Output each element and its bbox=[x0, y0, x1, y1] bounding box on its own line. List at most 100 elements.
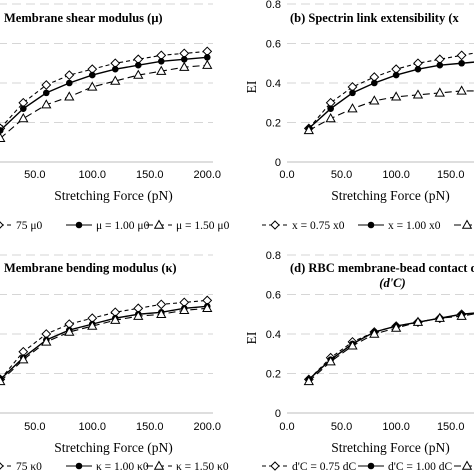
data-point-triangle bbox=[18, 113, 29, 123]
legend-label: κ = 1.00 κ0 bbox=[96, 461, 149, 473]
legend-label: d'C = 0.75 dC bbox=[292, 461, 356, 473]
x-tick-label: 50.0 bbox=[331, 169, 352, 181]
series-line bbox=[0, 50, 208, 129]
data-point-circle bbox=[371, 79, 378, 87]
x-tick-label: 150.0 bbox=[437, 421, 465, 433]
legend-marker bbox=[75, 462, 83, 470]
data-point-triangle bbox=[412, 316, 424, 326]
data-point-triangle bbox=[202, 59, 213, 69]
series-group bbox=[0, 295, 213, 386]
data-point-triangle bbox=[434, 87, 445, 97]
legend-marker bbox=[153, 219, 165, 229]
legend-marker bbox=[270, 461, 280, 471]
x-tick-label: 100.0 bbox=[382, 421, 410, 433]
data-point-triangle bbox=[110, 75, 121, 85]
data-point-circle bbox=[203, 54, 211, 61]
series-line bbox=[0, 64, 208, 139]
data-point-triangle bbox=[456, 85, 467, 95]
data-point-triangle bbox=[202, 302, 213, 313]
x-tick-label: 50.0 bbox=[331, 421, 352, 433]
data-point-triangle bbox=[133, 69, 144, 79]
y-tick-label: 0 bbox=[275, 157, 281, 169]
x-tick-label: 0.0 bbox=[279, 421, 294, 433]
x-tick-label: 100.0 bbox=[79, 421, 107, 433]
data-point-triangle bbox=[434, 312, 445, 322]
data-point-circle bbox=[180, 56, 188, 63]
data-point-triangle bbox=[41, 336, 52, 346]
chart-title: (d) RBC membrane-bead contact d bbox=[290, 261, 474, 275]
data-point-triangle bbox=[41, 99, 52, 109]
series-line bbox=[0, 299, 208, 380]
data-point-triangle bbox=[87, 81, 98, 91]
y-tick-label: 0.6 bbox=[266, 290, 281, 302]
data-point-circle bbox=[414, 65, 422, 73]
data-point-triangle bbox=[179, 61, 190, 71]
x-tick-label: 200.0 bbox=[193, 421, 221, 433]
legend-marker bbox=[0, 221, 4, 229]
chart-title: (b) Spectrin link extensibility (x bbox=[290, 11, 460, 25]
data-point-triangle bbox=[133, 310, 144, 320]
data-point-circle bbox=[88, 71, 96, 79]
data-point-triangle bbox=[64, 91, 75, 101]
x-tick-label: 200.0 bbox=[193, 169, 221, 181]
data-point-circle bbox=[134, 61, 142, 69]
data-point-triangle bbox=[156, 308, 167, 318]
x-tick-label: 100.0 bbox=[382, 169, 410, 181]
x-tick-label: 0.0 bbox=[279, 169, 294, 181]
legend-marker bbox=[0, 462, 4, 470]
data-point-diamond bbox=[456, 50, 467, 61]
x-tick-label: 50.0 bbox=[24, 169, 45, 181]
y-tick-label: 0.8 bbox=[266, 0, 281, 11]
y-axis-label: EI bbox=[244, 80, 259, 93]
data-point-triangle bbox=[390, 91, 402, 101]
data-point-circle bbox=[42, 89, 50, 97]
y-tick-label: 0.2 bbox=[266, 118, 281, 130]
data-point-triangle bbox=[347, 103, 358, 113]
data-point-circle bbox=[111, 65, 119, 73]
series-line bbox=[0, 305, 208, 380]
data-point-triangle bbox=[303, 124, 314, 135]
y-tick-label: 0.2 bbox=[266, 369, 281, 381]
legend-label: 75 μ0 bbox=[16, 220, 43, 232]
data-point-triangle bbox=[0, 375, 6, 386]
y-tick-label: 0.4 bbox=[266, 78, 281, 90]
x-tick-label: 50.0 bbox=[24, 421, 45, 433]
series-group bbox=[0, 46, 213, 142]
y-tick-label: 0.4 bbox=[266, 329, 281, 341]
x-tick-label: 150.0 bbox=[136, 421, 164, 433]
legend-marker bbox=[367, 462, 375, 470]
x-axis-label: Stretching Force (pN) bbox=[331, 188, 449, 203]
legend-label: x = 1.00 x0 bbox=[388, 220, 441, 232]
data-point-circle bbox=[157, 57, 165, 65]
legend-label: μ = 1.00 μ0 bbox=[96, 220, 150, 232]
x-axis-label: Stretching Force (pN) bbox=[54, 440, 172, 455]
legend-marker bbox=[270, 220, 280, 230]
data-point-triangle bbox=[64, 326, 75, 336]
data-point-triangle bbox=[456, 310, 467, 320]
data-point-triangle bbox=[18, 354, 29, 364]
data-point-triangle bbox=[87, 320, 98, 330]
x-axis-label: Stretching Force (pN) bbox=[331, 440, 449, 455]
x-tick-label: 150.0 bbox=[437, 169, 465, 181]
panel-d-contact-diameter: 0 0.2 0.4 0.6 0.8 EI 0.0 50.0 100.0 150.0 Stretchi… bbox=[244, 250, 474, 473]
chart-title: Membrane shear modulus (μ) bbox=[4, 11, 163, 25]
data-point-circle bbox=[392, 71, 400, 79]
data-point-triangle bbox=[325, 113, 336, 123]
data-point-triangle bbox=[325, 356, 336, 366]
legend-marker bbox=[461, 460, 473, 470]
x-axis-label: Stretching Force (pN) bbox=[54, 188, 172, 203]
legend-marker bbox=[75, 221, 83, 229]
legend-marker bbox=[153, 460, 165, 470]
y-tick-label: 0.8 bbox=[266, 250, 281, 262]
data-point-triangle bbox=[412, 89, 424, 99]
chart-title: Membrane bending modulus (κ) bbox=[4, 261, 177, 275]
data-point-triangle bbox=[110, 314, 121, 324]
y-axis-label: EI bbox=[244, 331, 259, 344]
data-point-circle bbox=[0, 127, 4, 134]
x-tick-label: 100.0 bbox=[79, 169, 107, 181]
data-point-diamond bbox=[64, 70, 75, 81]
legend-marker bbox=[367, 221, 375, 229]
chart-title-line2: (d'C) bbox=[379, 276, 405, 290]
legend-label: κ = 1.50 κ0 bbox=[176, 461, 229, 473]
data-point-circle bbox=[349, 89, 356, 97]
